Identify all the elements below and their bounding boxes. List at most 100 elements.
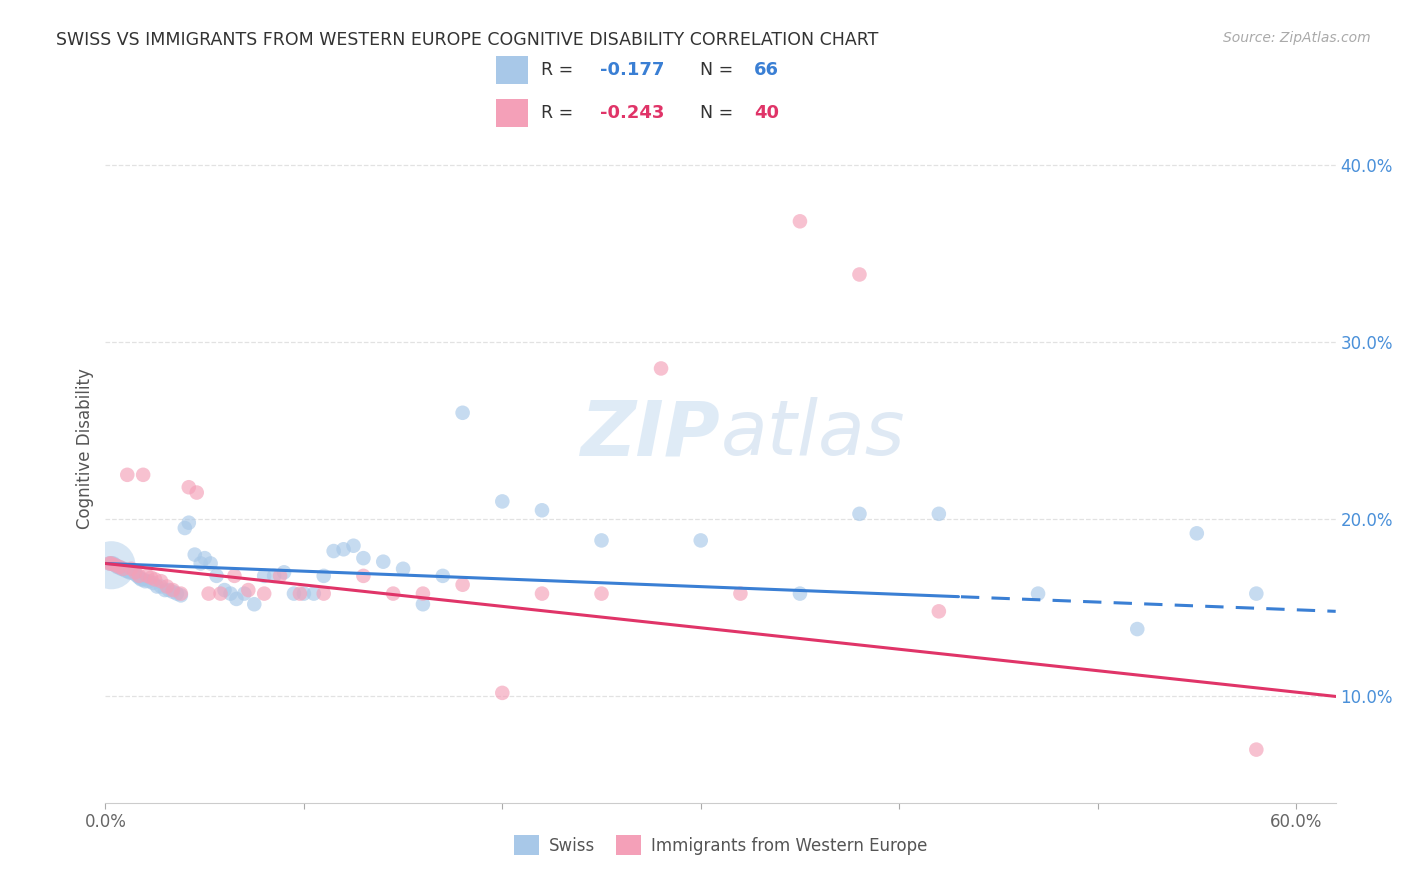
Point [128, 569, 150, 583]
Point [118, 566, 141, 580]
Text: atlas: atlas [721, 397, 905, 471]
Point [110, 562, 132, 576]
Point [1185, 526, 1208, 541]
Point [134, 574, 156, 589]
Point [108, 560, 131, 574]
Point [928, 507, 950, 521]
Point [124, 566, 146, 580]
Point [117, 467, 139, 482]
Text: Source: ZipAtlas.com: Source: ZipAtlas.com [1223, 31, 1371, 45]
Point [104, 558, 127, 573]
Point [112, 562, 135, 576]
Point [105, 560, 128, 574]
Point [129, 573, 152, 587]
Text: N =: N = [700, 104, 734, 122]
Point [689, 533, 711, 548]
Point [352, 551, 374, 566]
Point [312, 569, 335, 583]
Point [104, 558, 127, 573]
Text: R =: R = [541, 104, 572, 122]
Point [591, 586, 613, 600]
Point [156, 580, 179, 594]
Point [146, 580, 169, 594]
Point [139, 571, 162, 585]
Point [451, 406, 474, 420]
Point [1126, 622, 1149, 636]
Text: 66: 66 [754, 62, 779, 79]
Point [1026, 586, 1049, 600]
Point [194, 551, 217, 566]
Point [127, 569, 149, 583]
Point [253, 586, 276, 600]
Point [177, 480, 200, 494]
Point [177, 516, 200, 530]
Point [162, 584, 184, 599]
Point [253, 569, 276, 583]
Point [225, 591, 247, 606]
Point [205, 569, 228, 583]
Point [283, 586, 305, 600]
Point [132, 467, 155, 482]
Point [120, 562, 142, 576]
Point [1246, 586, 1268, 600]
Point [197, 586, 219, 600]
Point [451, 578, 474, 592]
Point [789, 586, 811, 600]
Point [243, 597, 266, 611]
Text: 40: 40 [754, 104, 779, 122]
Point [491, 494, 513, 508]
Point [170, 588, 193, 602]
Point [100, 558, 122, 573]
Point [219, 586, 242, 600]
Text: -0.177: -0.177 [600, 62, 664, 79]
Text: ZIP: ZIP [581, 397, 721, 471]
Point [342, 539, 364, 553]
Point [136, 569, 159, 583]
FancyBboxPatch shape [496, 56, 529, 84]
Point [190, 557, 212, 571]
Point [209, 586, 232, 600]
Point [432, 569, 454, 583]
Point [322, 544, 344, 558]
Text: N =: N = [700, 62, 734, 79]
Point [112, 562, 135, 576]
Point [150, 580, 173, 594]
Point [263, 569, 285, 583]
Point [233, 586, 256, 600]
Point [848, 507, 870, 521]
Point [928, 604, 950, 618]
Y-axis label: Cognitive Disability: Cognitive Disability [76, 368, 94, 529]
Point [138, 574, 160, 589]
Point [530, 503, 553, 517]
Point [100, 557, 122, 571]
Point [312, 586, 335, 600]
Point [166, 586, 188, 600]
Point [302, 586, 325, 600]
Point [273, 566, 295, 580]
Point [530, 586, 553, 600]
Point [352, 569, 374, 583]
Point [332, 542, 354, 557]
Point [124, 567, 146, 582]
Point [98, 557, 121, 571]
Point [114, 564, 136, 578]
Point [186, 485, 208, 500]
Point [392, 562, 415, 576]
Point [224, 569, 246, 583]
Point [288, 586, 311, 600]
Point [128, 571, 150, 585]
Point [1246, 742, 1268, 756]
Point [292, 586, 315, 600]
Point [412, 597, 434, 611]
Point [591, 533, 613, 548]
Point [173, 521, 195, 535]
Point [153, 583, 176, 598]
Point [170, 586, 193, 600]
Point [789, 214, 811, 228]
Point [373, 555, 395, 569]
Point [412, 586, 434, 600]
Point [143, 573, 166, 587]
Point [103, 557, 125, 571]
Point [98, 557, 121, 571]
Point [382, 586, 405, 600]
